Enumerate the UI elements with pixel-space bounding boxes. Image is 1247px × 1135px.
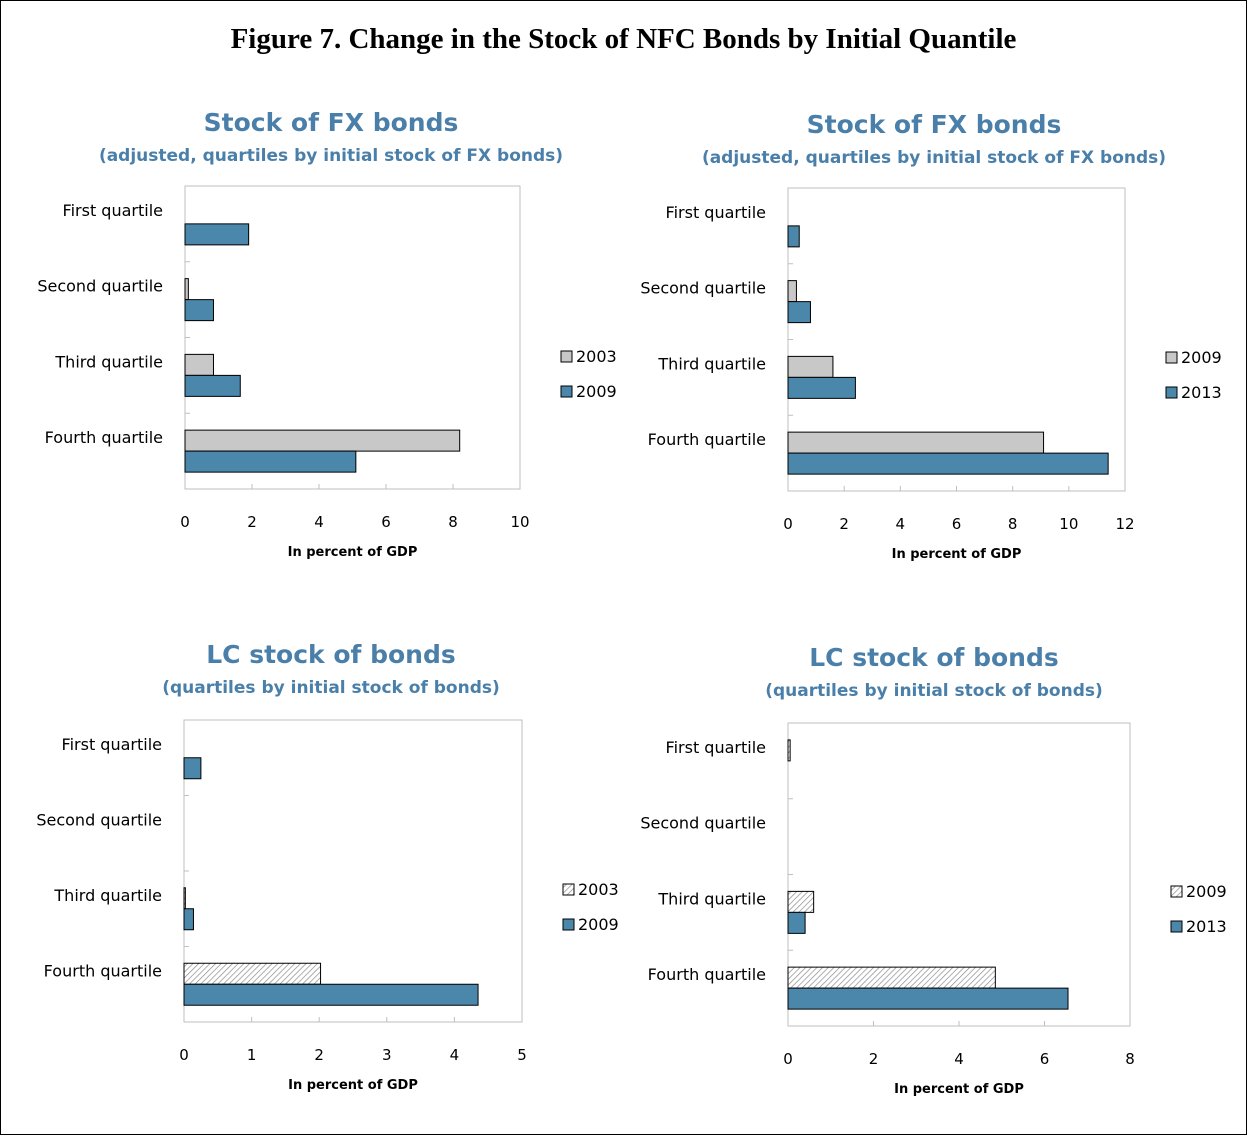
figure-title: Figure 7. Change in the Stock of NFC Bon… [230,23,1017,55]
chart-subtitle: (quartiles by initial stock of bonds) [765,681,1103,701]
category-label: First quartile [62,735,162,754]
chart-title: LC stock of bonds [809,643,1059,672]
category-label: Fourth quartile [648,430,766,449]
chart-2: Stock of FX bonds (adjusted, quartiles by… [640,110,1221,562]
category-label: First quartile [63,201,163,220]
x-tick-label: 2 [247,513,257,531]
x-tick-label: 4 [896,515,906,533]
x-tick-label: 4 [450,1046,460,1064]
bar-2009-3 [184,374,241,397]
category-label: Second quartile [37,277,163,296]
bar-2009-4 [184,450,357,473]
chart-1: Stock of FX bonds (adjusted, quartiles by… [37,108,616,560]
x-tick-label: 2 [839,515,849,533]
legend-label: 2003 [576,347,617,366]
bar-2009-2 [184,299,214,322]
legend-label: 2013 [1186,917,1227,936]
chart-3: LC stock of bonds (quartiles by initial s… [36,640,618,1093]
x-tick-label: 4 [314,513,324,531]
bar-2009-1 [183,757,202,780]
legend-swatch-2013 [1165,386,1178,399]
bar-2013-4 [787,987,1069,1010]
x-tick-label: 0 [180,513,190,531]
bar-2009-2 [787,280,797,303]
category-label: Second quartile [36,810,162,829]
bar-2009-1 [184,223,250,246]
x-tick-label: 0 [179,1046,189,1064]
bar-2003-3 [184,353,214,376]
bar-2003-4 [184,429,461,452]
x-axis-label: In percent of GDP [892,547,1022,562]
bar-2013-1 [787,225,800,248]
legend-swatch-2009 [562,918,575,931]
x-axis-label: In percent of GDP [288,545,418,560]
x-tick-label: 4 [954,1050,964,1068]
category-label: Fourth quartile [44,961,162,980]
bar-2009-4 [183,983,479,1006]
bar-2013-4 [787,452,1109,475]
legend-swatch-2009 [560,385,573,398]
x-tick-label: 6 [952,515,962,533]
category-label: First quartile [666,203,766,222]
legend-swatch-2003 [560,350,573,363]
chart-title: Stock of FX bonds [807,110,1062,139]
x-tick-label: 10 [1059,515,1078,533]
chart-title: LC stock of bonds [206,640,456,669]
bar-2003-2 [184,278,189,301]
category-label: Third quartile [53,886,162,905]
bar-2009-1 [787,739,791,762]
x-tick-label: 0 [783,515,793,533]
category-label: Third quartile [657,354,766,373]
x-axis-label: In percent of GDP [288,1078,418,1093]
bar-2013-2 [787,301,811,324]
x-tick-label: 6 [381,513,391,531]
x-axis-label: In percent of GDP [894,1082,1024,1097]
x-tick-label: 8 [1008,515,1018,533]
chart-4: LC stock of bonds (quartiles by initial s… [640,643,1226,1097]
category-label: Second quartile [640,814,766,833]
chart-subtitle: (quartiles by initial stock of bonds) [162,678,500,698]
x-tick-label: 10 [510,513,529,531]
x-tick-label: 5 [517,1046,527,1064]
bar-2003-3 [183,887,186,910]
x-tick-label: 6 [1040,1050,1050,1068]
x-tick-label: 8 [1125,1050,1135,1068]
category-label: Fourth quartile [648,965,766,984]
legend-label: 2003 [578,880,619,899]
category-label: First quartile [666,738,766,757]
legend-label: 2009 [1186,882,1227,901]
category-label: Fourth quartile [45,428,163,447]
chart-subtitle: (adjusted, quartiles by initial stock of… [99,146,563,166]
x-tick-label: 2 [314,1046,324,1064]
bar-2009-3 [183,908,194,931]
bar-2009-4 [787,431,1045,454]
x-tick-label: 3 [382,1046,392,1064]
legend-label: 2009 [578,915,619,934]
x-tick-label: 8 [448,513,458,531]
bar-2009-4 [787,966,996,989]
legend-label: 2009 [576,382,617,401]
x-tick-label: 2 [869,1050,879,1068]
legend-label: 2009 [1181,348,1222,367]
bar-2009-3 [787,355,834,378]
legend-label: 2013 [1181,383,1222,402]
legend-swatch-2009 [1165,351,1178,364]
legend-swatch-2013 [1170,920,1183,933]
legend-swatch-2003 [562,883,575,896]
legend-swatch-2009 [1170,885,1183,898]
bar-2009-3 [787,890,815,913]
bar-2003-4 [183,962,322,985]
chart-subtitle: (adjusted, quartiles by initial stock of… [702,148,1166,168]
category-label: Third quartile [54,352,163,371]
category-label: Third quartile [657,889,766,908]
chart-title: Stock of FX bonds [204,108,459,137]
bar-2013-3 [787,376,856,399]
x-tick-label: 12 [1115,515,1134,533]
bar-2013-3 [787,911,806,934]
category-label: Second quartile [640,279,766,298]
x-tick-label: 0 [783,1050,793,1068]
x-tick-label: 1 [247,1046,257,1064]
